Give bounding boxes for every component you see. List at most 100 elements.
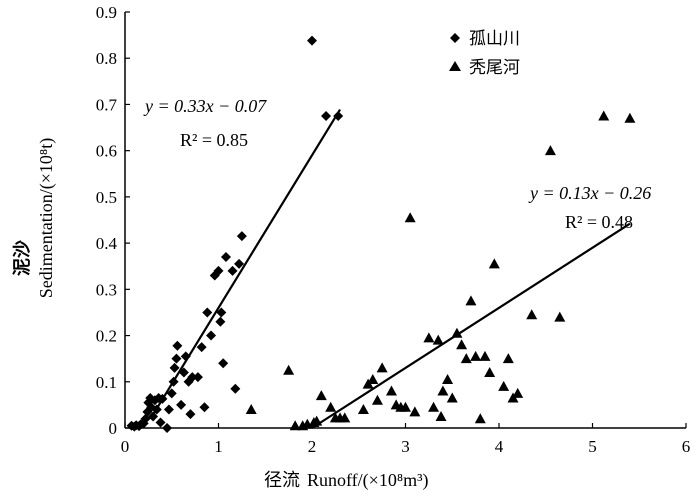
point-tuweihe (283, 364, 295, 375)
y-tick-label: 0.1 (96, 373, 117, 392)
point-gushanchuan (213, 265, 224, 276)
point-tuweihe (512, 387, 524, 398)
x-tick-label: 5 (588, 437, 597, 456)
point-gushanchuan (171, 353, 182, 364)
point-tuweihe (289, 420, 301, 431)
point-gushanchuan (216, 307, 227, 318)
point-tuweihe (385, 385, 397, 396)
point-tuweihe (423, 332, 435, 343)
trend-line-tuweihe (311, 222, 631, 429)
point-tuweihe (437, 385, 449, 396)
x-tick-label: 6 (682, 437, 691, 456)
point-gushanchuan (230, 383, 241, 394)
point-gushanchuan (321, 111, 332, 121)
x-axis-title: Runoff/(×10⁸m³) (307, 470, 428, 491)
point-tuweihe (428, 401, 440, 412)
point-tuweihe (325, 401, 337, 412)
point-tuweihe (460, 353, 472, 364)
axis-ticks: 0 0.1 0.2 0.3 0.4 0.5 0.6 0.7 0.8 0.9 0 1 2 3 4 5 6 (96, 3, 691, 456)
x-tick-label: 0 (121, 437, 130, 456)
y-tick-label: 0.3 (96, 280, 117, 299)
point-tuweihe (451, 327, 463, 338)
y-tick-label: 0.2 (96, 327, 117, 346)
point-tuweihe (442, 373, 454, 384)
point-tuweihe (465, 295, 477, 306)
x-tick-label: 4 (495, 437, 504, 456)
legend-diamond-marker (450, 33, 460, 43)
point-gushanchuan (166, 388, 177, 399)
x-tick-label: 2 (308, 437, 317, 456)
point-gushanchuan (187, 372, 198, 383)
point-gushanchuan (202, 307, 213, 318)
y-tick-label: 0.5 (96, 188, 117, 207)
point-tuweihe (544, 145, 556, 156)
y-axis-title-cn: 泥沙 (11, 240, 32, 276)
point-gushanchuan (215, 316, 226, 327)
y-tick-label: 0.7 (96, 95, 118, 114)
point-tuweihe (470, 350, 482, 361)
point-gushanchuan (220, 251, 231, 262)
point-tuweihe (432, 334, 444, 345)
point-tuweihe (315, 390, 327, 401)
point-tuweihe (484, 367, 496, 378)
point-gushanchuan (227, 265, 238, 276)
point-gushanchuan (218, 358, 229, 369)
point-gushanchuan (163, 404, 174, 415)
point-gushanchuan (140, 413, 151, 424)
point-tuweihe (554, 311, 566, 322)
point-tuweihe (479, 350, 491, 361)
point-tuweihe (367, 373, 379, 384)
point-tuweihe (502, 353, 514, 364)
point-gushanchuan (199, 402, 210, 413)
point-tuweihe (371, 394, 383, 405)
point-gushanchuan (185, 409, 196, 420)
point-tuweihe (526, 309, 538, 320)
point-tuweihe (339, 412, 351, 423)
point-tuweihe (409, 406, 421, 417)
point-tuweihe (357, 404, 369, 415)
point-tuweihe (498, 380, 510, 391)
legend-label-gushanchuan: 孤山川 (469, 29, 520, 49)
point-gushanchuan (172, 340, 183, 351)
point-tuweihe (404, 212, 416, 223)
point-tuweihe (400, 401, 411, 412)
trend-line-gushanchuan (150, 108, 341, 419)
point-gushanchuan (196, 342, 207, 353)
point-tuweihe (376, 362, 388, 373)
point-tuweihe (488, 258, 500, 269)
legend-triangle-marker (449, 61, 461, 71)
equation-tuweihe: y = 0.13x − 0.26 (528, 183, 651, 203)
point-tuweihe (624, 112, 636, 123)
r2-gushanchuan: R² = 0.85 (180, 130, 248, 150)
point-gushanchuan (236, 231, 247, 242)
point-tuweihe (245, 404, 257, 415)
legend-label-tuweihe: 秃尾河 (469, 58, 520, 78)
y-tick-label: 0.9 (96, 3, 117, 22)
y-axis-title: Sedimentation/(×10⁸t) (36, 138, 57, 298)
data-points (126, 35, 636, 433)
point-tuweihe (446, 392, 458, 403)
y-tick-label: 0.6 (96, 142, 117, 161)
point-tuweihe (598, 110, 610, 121)
point-gushanchuan (307, 35, 317, 46)
y-tick-label: 0.4 (96, 234, 118, 253)
point-gushanchuan (155, 417, 166, 428)
point-tuweihe (456, 339, 468, 350)
x-axis-title-cn: 径流 (264, 470, 300, 490)
point-gushanchuan (206, 330, 217, 341)
r2-tuweihe: R² = 0.48 (565, 212, 633, 232)
point-gushanchuan (234, 258, 245, 269)
y-tick-label: 0 (109, 419, 118, 438)
y-tick-label: 0.8 (96, 49, 117, 68)
point-gushanchuan (162, 423, 173, 433)
point-tuweihe (474, 413, 486, 424)
point-gushanchuan (169, 362, 180, 373)
equation-gushanchuan: y = 0.33x − 0.07 (143, 96, 267, 116)
point-gushanchuan (192, 372, 203, 383)
point-gushanchuan (176, 399, 187, 410)
x-tick-label: 1 (214, 437, 223, 456)
point-tuweihe (435, 410, 447, 421)
trend-lines (150, 108, 631, 429)
x-tick-label: 3 (401, 437, 410, 456)
